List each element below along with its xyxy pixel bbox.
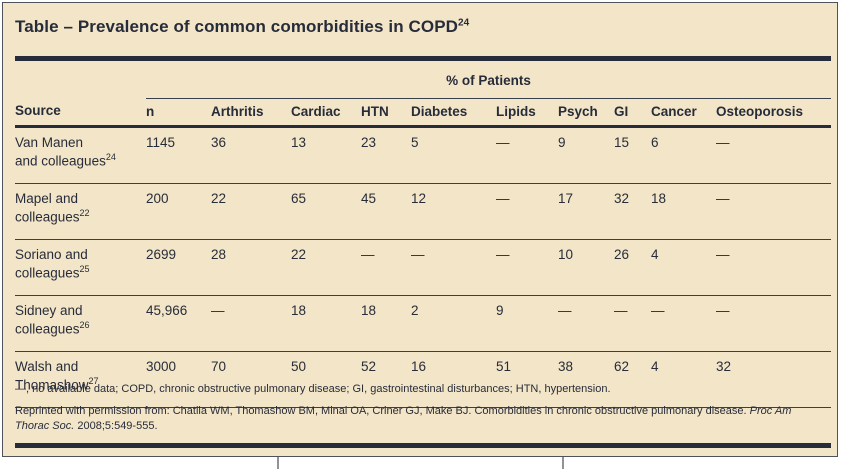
column-header-lipids: Lipids (496, 98, 558, 128)
value-cell: — (614, 295, 651, 352)
column-header-osteoporosis: Osteoporosis (716, 98, 832, 128)
column-header-arthritis: Arthritis (211, 98, 291, 128)
value-cell: 18 (651, 183, 716, 240)
column-header-diabetes: Diabetes (411, 98, 496, 128)
source-cell: Van Manen and colleagues24 (15, 126, 146, 184)
value-cell: — (211, 295, 291, 352)
value-cell: 17 (558, 183, 614, 240)
bottom-divider-rule (15, 443, 831, 448)
footnote-reprint-text: Reprinted with permission from: Chatila … (15, 405, 747, 417)
value-cell: — (411, 239, 496, 296)
group-header-percent-of-patients: % of Patients (146, 63, 832, 99)
value-cell: — (716, 183, 832, 240)
footnote-abbreviations: —, no available data; COPD, chronic obst… (15, 383, 611, 395)
footnote-reprint-tail: 2008;5:549-555. (77, 420, 158, 433)
table-row: Walsh and Thomashow27 3000 70 50 52 16 51 38 62 4 3… (15, 351, 832, 408)
value-cell: — (716, 126, 832, 184)
value-cell: 16 (411, 351, 496, 408)
value-cell: 32 (614, 183, 651, 240)
source-cell: Mapel and colleagues22 (15, 183, 146, 240)
value-cell: — (496, 126, 558, 184)
value-cell: 52 (361, 351, 411, 408)
value-cell: 10 (558, 239, 614, 296)
comorbidities-table: % of Patients Source n Arthritis Cardiac HTN… (15, 63, 832, 408)
value-cell: 51 (496, 351, 558, 408)
column-header-htn: HTN (361, 98, 411, 128)
value-cell: 9 (558, 126, 614, 184)
value-cell: 3000 (146, 351, 211, 408)
table-panel: Table – Prevalence of common comorbiditi… (2, 2, 838, 457)
value-cell: 18 (361, 295, 411, 352)
value-cell: 1145 (146, 126, 211, 184)
value-cell: — (558, 295, 614, 352)
value-cell: 65 (291, 183, 361, 240)
footnote-reprint-journal: Proc Am Thorac Soc. (15, 405, 792, 433)
value-cell: 5 (411, 126, 496, 184)
column-header-gi: GI (614, 98, 651, 128)
value-cell: 62 (614, 351, 651, 408)
value-cell: 22 (291, 239, 361, 296)
value-cell: 200 (146, 183, 211, 240)
footnote-reprint: Reprinted with permission from: Chatila … (15, 404, 827, 435)
value-cell: 4 (651, 239, 716, 296)
value-cell: 2 (411, 295, 496, 352)
table-title-superscript: 24 (458, 17, 470, 29)
value-cell: 12 (411, 183, 496, 240)
group-header-spacer (15, 63, 146, 99)
title-divider-rule (15, 56, 831, 61)
value-cell: — (716, 239, 832, 296)
table-row: Mapel and colleagues22 200 22 65 45 12—17 32 18— (15, 183, 832, 240)
column-header-cancer: Cancer (651, 98, 716, 128)
column-header-psych: Psych (558, 98, 614, 128)
value-cell: 4 (651, 351, 716, 408)
value-cell: 70 (211, 351, 291, 408)
value-cell: — (716, 295, 832, 352)
table-row: Sidney and colleagues26 45,966—18 18 2 9— — — — (15, 295, 832, 352)
source-cell: Soriano and colleagues25 (15, 239, 146, 296)
column-header-row: Source n Arthritis Cardiac HTN Diabetes Lipids… (15, 98, 832, 128)
value-cell: — (361, 239, 411, 296)
value-cell: 9 (496, 295, 558, 352)
value-cell: 36 (211, 126, 291, 184)
value-cell: 38 (558, 351, 614, 408)
table-row: Soriano and colleagues25 2699 28 22— — —10 26 4— (15, 239, 832, 296)
table-row: Van Manen and colleagues24 1145 36 13 23 5—9 15… (15, 126, 832, 184)
column-header-n: n (146, 98, 211, 128)
value-cell: — (496, 239, 558, 296)
value-cell: 2699 (146, 239, 211, 296)
value-cell: 45,966 (146, 295, 211, 352)
group-header-row: % of Patients (15, 63, 832, 99)
page-column-tick-left (277, 457, 279, 469)
value-cell: 32 (716, 351, 832, 408)
page-column-tick-right (562, 457, 564, 469)
value-cell: 50 (291, 351, 361, 408)
value-cell: 45 (361, 183, 411, 240)
source-cell: Sidney and colleagues26 (15, 295, 146, 352)
value-cell: 18 (291, 295, 361, 352)
table-title-text: Table – Prevalence of common comorbiditi… (15, 17, 459, 36)
source-cell: Walsh and Thomashow27 (15, 351, 146, 408)
value-cell: 13 (291, 126, 361, 184)
value-cell: 15 (614, 126, 651, 184)
value-cell: — (496, 183, 558, 240)
value-cell: 23 (361, 126, 411, 184)
value-cell: 22 (211, 183, 291, 240)
table-title: Table – Prevalence of common comorbiditi… (15, 17, 469, 37)
value-cell: 28 (211, 239, 291, 296)
column-header-source: Source (15, 98, 146, 128)
table-body: Van Manen and colleagues24 1145 36 13 23 5—9 15… (15, 126, 832, 408)
value-cell: 6 (651, 126, 716, 184)
column-header-cardiac: Cardiac (291, 98, 361, 128)
value-cell: 26 (614, 239, 651, 296)
value-cell: — (651, 295, 716, 352)
